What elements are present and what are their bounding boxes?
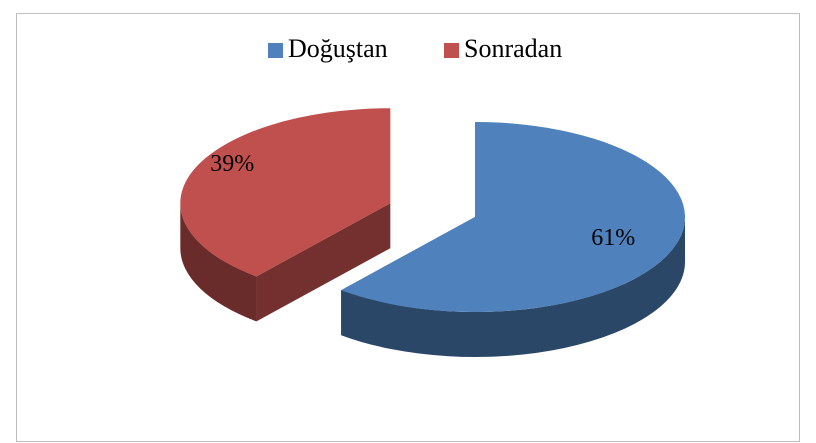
slice-side — [256, 203, 391, 322]
legend-swatch — [268, 43, 283, 58]
data-label: 39% — [210, 151, 254, 177]
legend-swatch — [444, 43, 459, 58]
legend-label: Doğuştan — [288, 34, 388, 63]
data-label: 61% — [591, 225, 635, 251]
slice-wall — [180, 203, 257, 322]
slice — [341, 122, 685, 312]
legend-label: Sonradan — [464, 34, 562, 63]
slice — [180, 108, 391, 277]
slice-wall — [341, 217, 685, 357]
